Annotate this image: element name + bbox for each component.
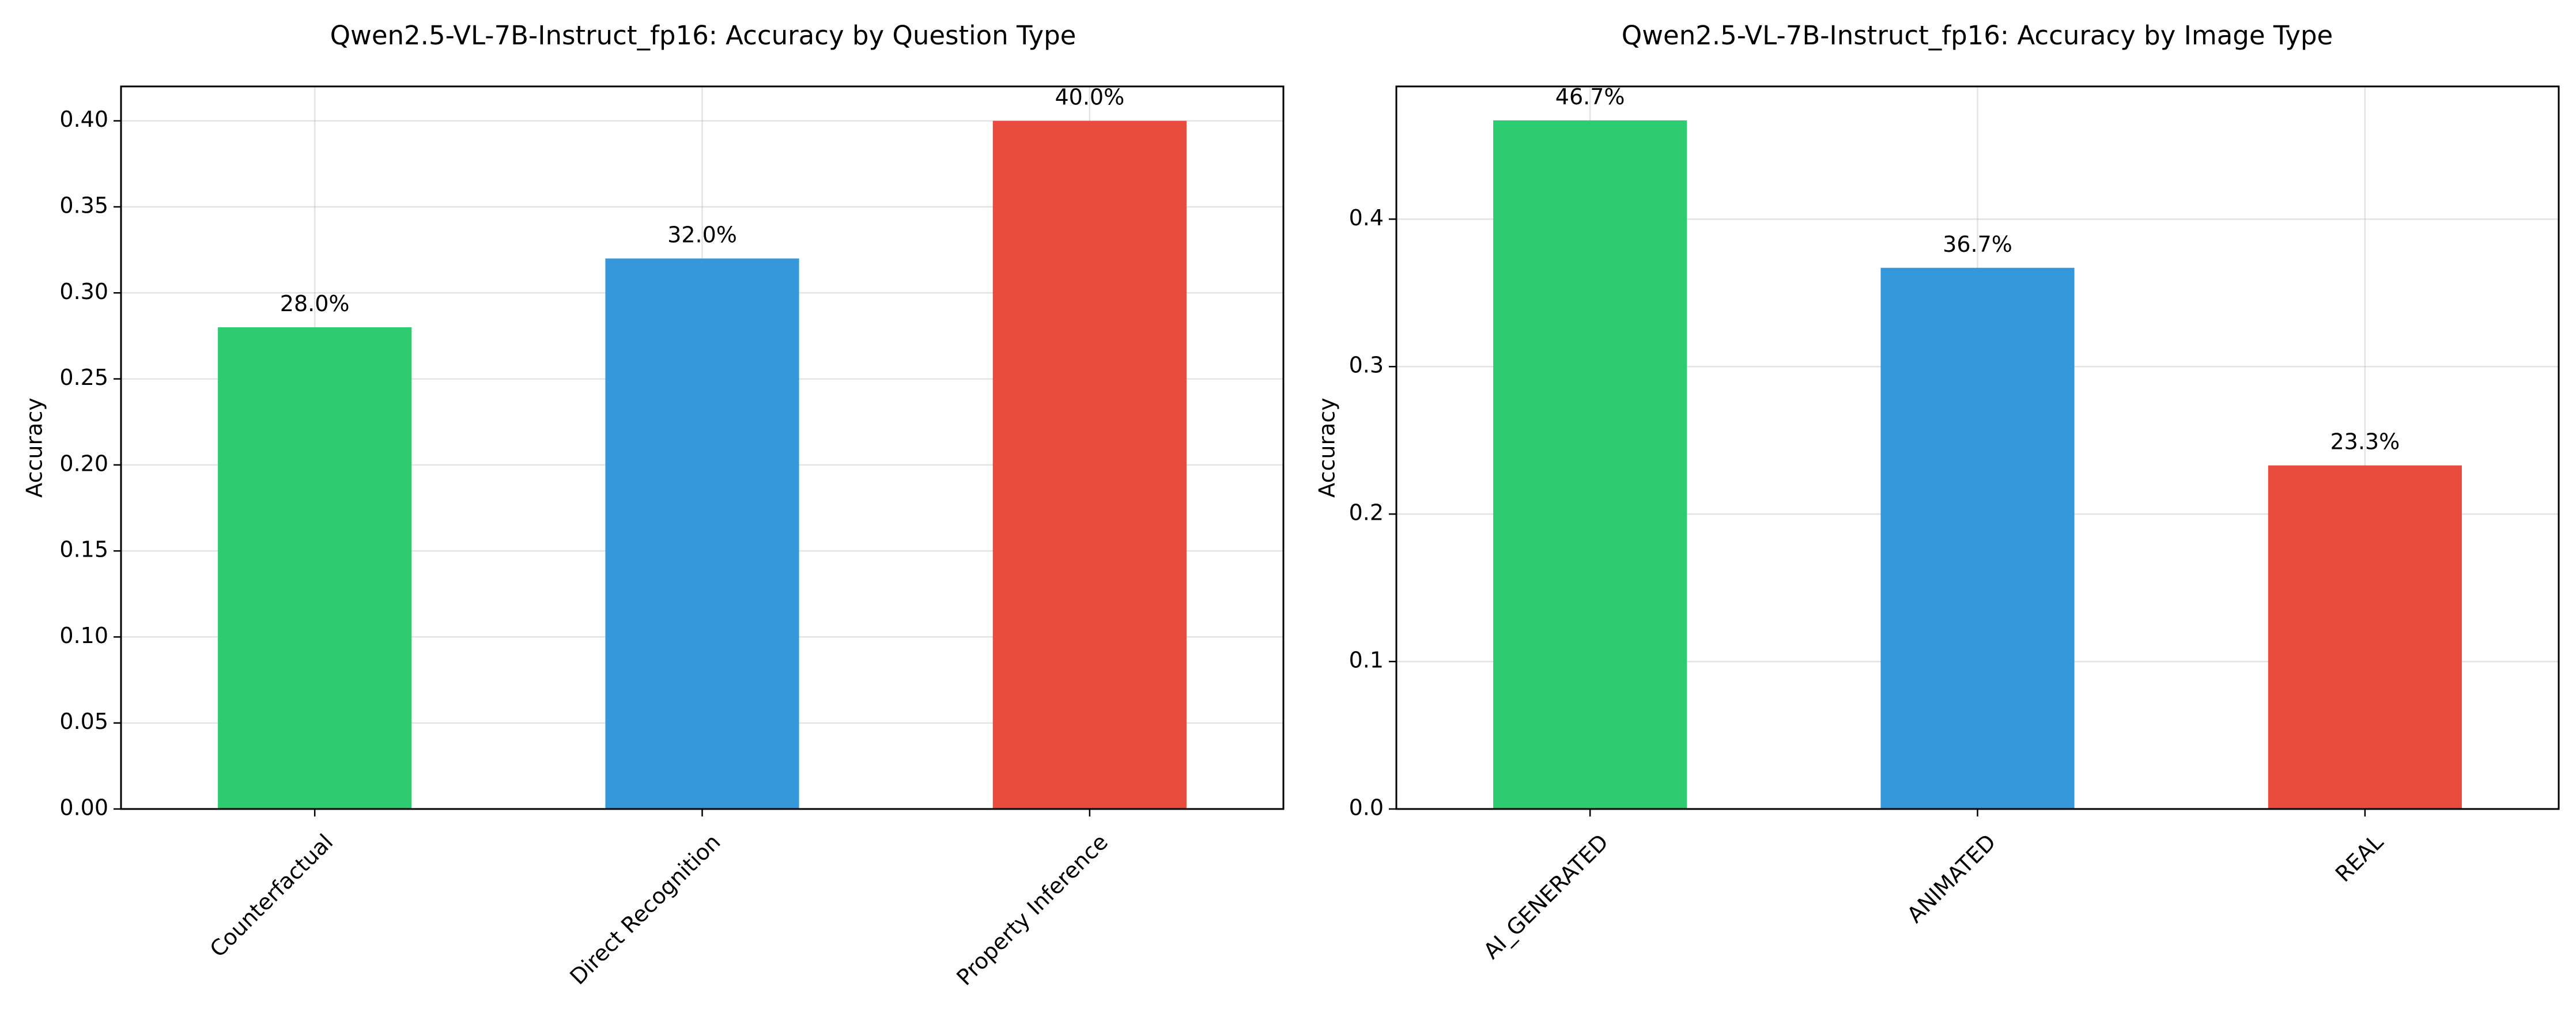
- data-label-direct-recognition: 32.0%: [667, 222, 737, 248]
- y-tick-label: 0.25: [59, 365, 108, 390]
- y-tick-label: 0.20: [59, 451, 108, 476]
- data-label-property-inference: 40.0%: [1055, 85, 1124, 110]
- bar-real: [2268, 465, 2462, 809]
- y-tick-label: 0.15: [59, 537, 108, 562]
- data-label-counterfactual: 28.0%: [280, 291, 350, 316]
- bar-counterfactual: [218, 327, 412, 809]
- y-tick-label: 0.00: [59, 795, 108, 821]
- y-tick-label: 0.0: [1349, 795, 1384, 821]
- bar-ai-generated: [1493, 120, 1687, 810]
- y-tick-label: 0.10: [59, 623, 108, 648]
- y-tick-label: 0.4: [1349, 205, 1384, 230]
- y-axis-label: Accuracy: [1315, 398, 1340, 498]
- bar-direct-recognition: [605, 258, 799, 810]
- y-tick-label: 0.3: [1349, 353, 1384, 378]
- data-label-real: 23.3%: [2330, 429, 2400, 455]
- y-tick-label: 0.30: [59, 279, 108, 304]
- y-tick-label: 0.1: [1349, 648, 1384, 673]
- y-tick-label: 0.40: [59, 107, 108, 132]
- chart-title: Qwen2.5-VL-7B-Instruct_fp16: Accuracy by…: [1622, 20, 2333, 51]
- data-label-animated: 36.7%: [1943, 232, 2012, 257]
- chart-title: Qwen2.5-VL-7B-Instruct_fp16: Accuracy by…: [330, 20, 1077, 51]
- data-label-ai-generated: 46.7%: [1555, 84, 1625, 109]
- y-tick-label: 0.35: [59, 193, 108, 218]
- bar-property-inference: [992, 120, 1187, 810]
- y-tick-label: 0.2: [1349, 500, 1384, 525]
- y-tick-label: 0.05: [59, 709, 108, 734]
- bar-animated: [1880, 267, 2075, 809]
- y-axis-label: Accuracy: [22, 398, 47, 498]
